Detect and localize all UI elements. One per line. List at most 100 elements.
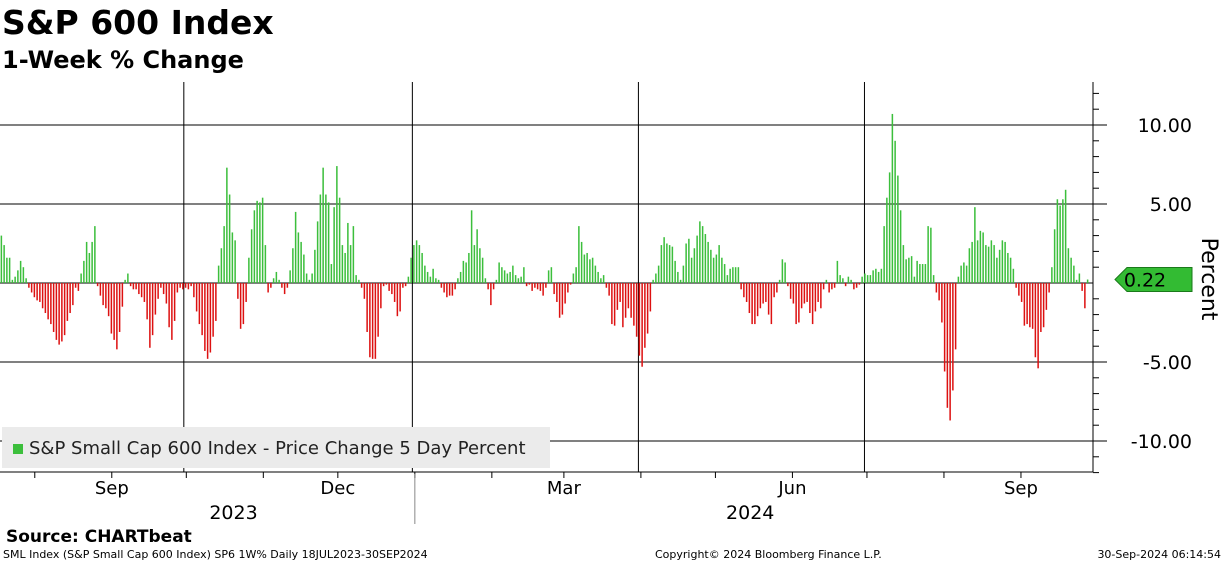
bar bbox=[822, 283, 825, 290]
bar bbox=[506, 273, 509, 283]
bar bbox=[569, 283, 572, 285]
bar bbox=[3, 245, 5, 283]
bar bbox=[69, 283, 71, 314]
bar bbox=[685, 243, 687, 283]
bar bbox=[322, 167, 324, 283]
legend bbox=[2, 427, 550, 468]
bar bbox=[105, 283, 107, 309]
bar bbox=[850, 279, 852, 283]
bar bbox=[1081, 283, 1083, 291]
bar bbox=[154, 283, 157, 315]
bar bbox=[22, 267, 25, 283]
bar bbox=[336, 166, 338, 283]
bar bbox=[63, 283, 66, 336]
bar bbox=[575, 267, 577, 283]
bar bbox=[451, 283, 454, 296]
bar bbox=[261, 197, 264, 283]
bar bbox=[798, 283, 800, 323]
bar bbox=[943, 283, 946, 372]
bar bbox=[1062, 199, 1064, 283]
bar bbox=[938, 283, 940, 301]
bar bbox=[817, 283, 819, 302]
bar bbox=[520, 276, 522, 283]
bar bbox=[756, 283, 759, 317]
bar bbox=[715, 254, 718, 283]
bar bbox=[644, 283, 646, 348]
bar bbox=[567, 283, 569, 293]
bar bbox=[124, 279, 126, 283]
bar bbox=[360, 283, 363, 288]
bar bbox=[435, 278, 437, 283]
bar bbox=[88, 252, 91, 283]
bar bbox=[0, 235, 3, 283]
bar bbox=[600, 278, 602, 283]
bar bbox=[806, 283, 808, 302]
bar bbox=[825, 279, 828, 283]
bar bbox=[960, 265, 962, 283]
bar bbox=[666, 243, 668, 283]
bar bbox=[184, 283, 187, 288]
bar bbox=[490, 283, 492, 306]
bar bbox=[1053, 229, 1056, 283]
bar bbox=[195, 283, 198, 312]
bar bbox=[256, 200, 258, 283]
bar bbox=[927, 226, 929, 283]
bar bbox=[344, 252, 346, 283]
bar bbox=[424, 265, 426, 283]
bar bbox=[80, 273, 82, 283]
bar bbox=[358, 279, 360, 283]
bar bbox=[971, 241, 973, 283]
bar bbox=[542, 283, 544, 296]
bar bbox=[501, 267, 503, 283]
bar bbox=[866, 275, 869, 283]
bar bbox=[699, 221, 701, 283]
bar bbox=[289, 270, 291, 283]
bar bbox=[688, 238, 690, 283]
bar bbox=[558, 283, 561, 318]
bar bbox=[369, 283, 371, 358]
bar bbox=[96, 283, 99, 287]
bar bbox=[858, 283, 861, 285]
bar bbox=[366, 283, 368, 332]
bar bbox=[352, 226, 355, 283]
bar bbox=[811, 283, 814, 325]
bar bbox=[759, 283, 762, 309]
bar bbox=[1051, 267, 1053, 283]
bar bbox=[820, 283, 822, 309]
bar bbox=[831, 283, 833, 290]
bar bbox=[616, 283, 619, 310]
bar bbox=[377, 283, 379, 337]
bar bbox=[1034, 283, 1037, 358]
bar bbox=[448, 283, 451, 296]
bar bbox=[954, 283, 957, 350]
bar bbox=[495, 279, 498, 283]
x-year-label: 2023 bbox=[209, 502, 257, 524]
bar bbox=[869, 275, 872, 283]
last-value-marker bbox=[1114, 267, 1193, 293]
bar bbox=[690, 257, 693, 283]
bar bbox=[143, 283, 146, 302]
bar bbox=[1023, 283, 1026, 326]
bar bbox=[608, 283, 610, 296]
x-tick-label: Dec bbox=[320, 478, 355, 499]
bar bbox=[465, 262, 467, 283]
bar bbox=[729, 268, 731, 283]
bar bbox=[624, 283, 627, 318]
bar bbox=[404, 283, 407, 287]
bar bbox=[963, 262, 965, 283]
bar bbox=[712, 257, 715, 283]
bar bbox=[19, 260, 22, 283]
bar bbox=[11, 279, 14, 283]
bar bbox=[591, 257, 594, 283]
bar bbox=[429, 276, 432, 283]
bar bbox=[303, 254, 305, 283]
bar bbox=[842, 278, 844, 283]
bar bbox=[1020, 283, 1023, 302]
bar bbox=[1012, 268, 1015, 283]
bar bbox=[226, 167, 228, 283]
bar bbox=[877, 271, 880, 283]
bar bbox=[36, 283, 38, 301]
bar bbox=[586, 252, 588, 283]
bar bbox=[129, 283, 132, 287]
bar bbox=[407, 276, 410, 283]
